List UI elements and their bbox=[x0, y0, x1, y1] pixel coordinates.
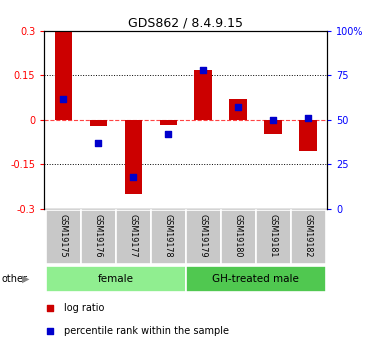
Bar bbox=[81, 210, 116, 264]
Point bbox=[235, 105, 241, 110]
Title: GDS862 / 8.4.9.15: GDS862 / 8.4.9.15 bbox=[128, 17, 243, 30]
Bar bbox=[229, 99, 247, 120]
Text: female: female bbox=[98, 274, 134, 284]
Bar bbox=[46, 266, 186, 292]
Point bbox=[95, 140, 102, 146]
Bar bbox=[116, 210, 151, 264]
Text: GSM19182: GSM19182 bbox=[303, 214, 313, 258]
Text: log ratio: log ratio bbox=[64, 303, 104, 313]
Point bbox=[130, 174, 136, 179]
Bar bbox=[299, 120, 317, 151]
Bar bbox=[291, 210, 325, 264]
Text: GSM19178: GSM19178 bbox=[164, 214, 173, 258]
Bar bbox=[194, 70, 212, 120]
Text: GSM19180: GSM19180 bbox=[234, 215, 243, 258]
Text: ▶: ▶ bbox=[22, 274, 30, 284]
Bar bbox=[125, 120, 142, 194]
Bar bbox=[46, 210, 81, 264]
Text: GSM19177: GSM19177 bbox=[129, 214, 138, 258]
Text: GSM19175: GSM19175 bbox=[59, 214, 68, 258]
Point bbox=[47, 328, 53, 334]
Text: GH-treated male: GH-treated male bbox=[212, 274, 299, 284]
Point bbox=[270, 117, 276, 122]
Text: other: other bbox=[2, 274, 28, 284]
Bar bbox=[159, 120, 177, 125]
Bar bbox=[264, 120, 282, 134]
Bar bbox=[90, 120, 107, 126]
Text: GSM19179: GSM19179 bbox=[199, 214, 208, 258]
Bar bbox=[186, 266, 325, 292]
Point bbox=[165, 131, 171, 137]
Text: percentile rank within the sample: percentile rank within the sample bbox=[64, 326, 229, 336]
Bar bbox=[151, 210, 186, 264]
Bar bbox=[256, 210, 291, 264]
Bar bbox=[221, 210, 256, 264]
Text: GSM19181: GSM19181 bbox=[269, 215, 278, 258]
Point bbox=[60, 96, 67, 101]
Point bbox=[200, 67, 206, 73]
Text: GSM19176: GSM19176 bbox=[94, 214, 103, 258]
Bar bbox=[186, 210, 221, 264]
Point bbox=[305, 115, 311, 121]
Point bbox=[47, 306, 53, 311]
Bar bbox=[55, 31, 72, 120]
